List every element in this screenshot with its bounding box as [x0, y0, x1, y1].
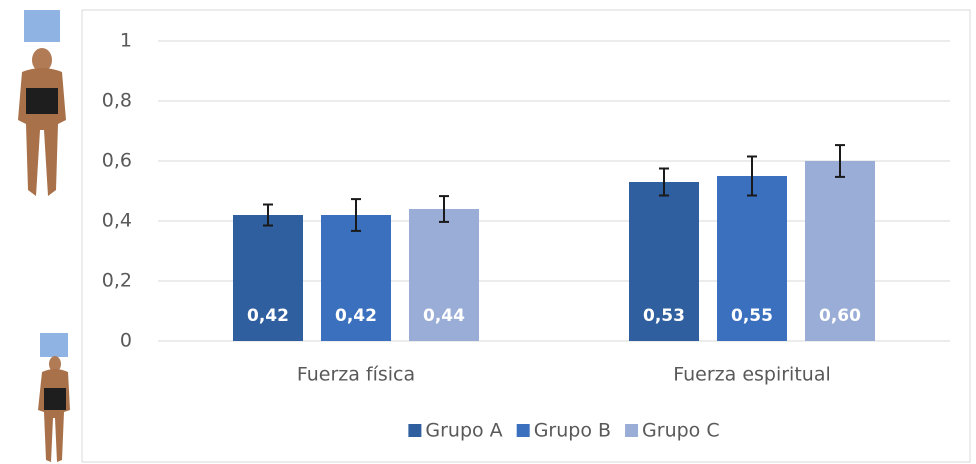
x-tick-label: Fuerza física [297, 364, 415, 386]
y-tick-label: 0,8 [102, 90, 132, 112]
legend-label: Grupo C [642, 420, 720, 442]
figure-icon [18, 10, 66, 196]
legend-label: Grupo B [534, 420, 611, 442]
value-label: 0,53 [643, 306, 685, 326]
x-tick-label: Fuerza espiritual [673, 364, 831, 386]
legend-label: Grupo A [425, 420, 502, 442]
bar [233, 215, 303, 341]
value-label: 0,44 [423, 306, 465, 326]
figure-icon [38, 333, 70, 462]
chart-border [81, 9, 971, 463]
legend-swatch [408, 424, 422, 437]
value-label: 0,60 [819, 306, 861, 326]
value-label: 0,42 [335, 306, 377, 326]
error-bar [835, 144, 845, 178]
error-bar [351, 198, 361, 232]
y-tick-label: 1 [120, 30, 132, 52]
error-bar [659, 167, 669, 197]
y-tick-label: 0,6 [102, 150, 132, 172]
bar [321, 215, 391, 341]
bar [805, 161, 875, 341]
legend-swatch [625, 424, 639, 437]
error-bar [263, 203, 273, 227]
bar [409, 209, 479, 341]
y-tick-label: 0 [120, 330, 132, 352]
bar [717, 176, 787, 341]
value-label: 0,55 [731, 306, 773, 326]
y-tick-label: 0,4 [102, 210, 132, 232]
error-bar [439, 195, 449, 223]
value-label: 0,42 [247, 306, 289, 326]
bar [629, 182, 699, 341]
legend-swatch [516, 424, 530, 437]
error-bar [747, 155, 757, 197]
y-tick-label: 0,2 [102, 270, 132, 292]
